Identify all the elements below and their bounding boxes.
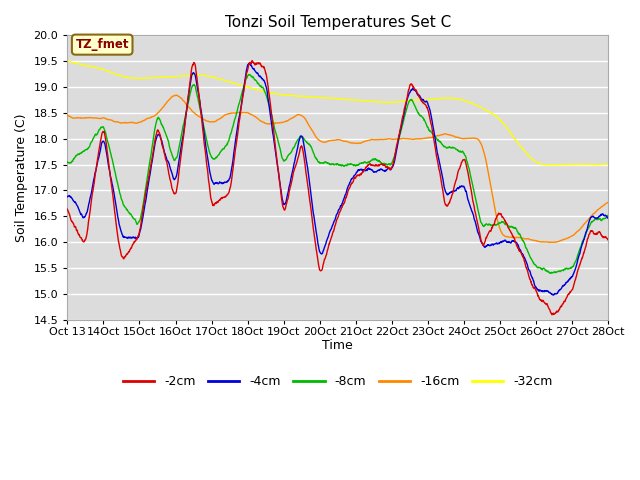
X-axis label: Time: Time bbox=[323, 339, 353, 352]
Text: TZ_fmet: TZ_fmet bbox=[76, 38, 129, 51]
Legend: -2cm, -4cm, -8cm, -16cm, -32cm: -2cm, -4cm, -8cm, -16cm, -32cm bbox=[118, 370, 557, 393]
Title: Tonzi Soil Temperatures Set C: Tonzi Soil Temperatures Set C bbox=[225, 15, 451, 30]
Y-axis label: Soil Temperature (C): Soil Temperature (C) bbox=[15, 113, 28, 242]
